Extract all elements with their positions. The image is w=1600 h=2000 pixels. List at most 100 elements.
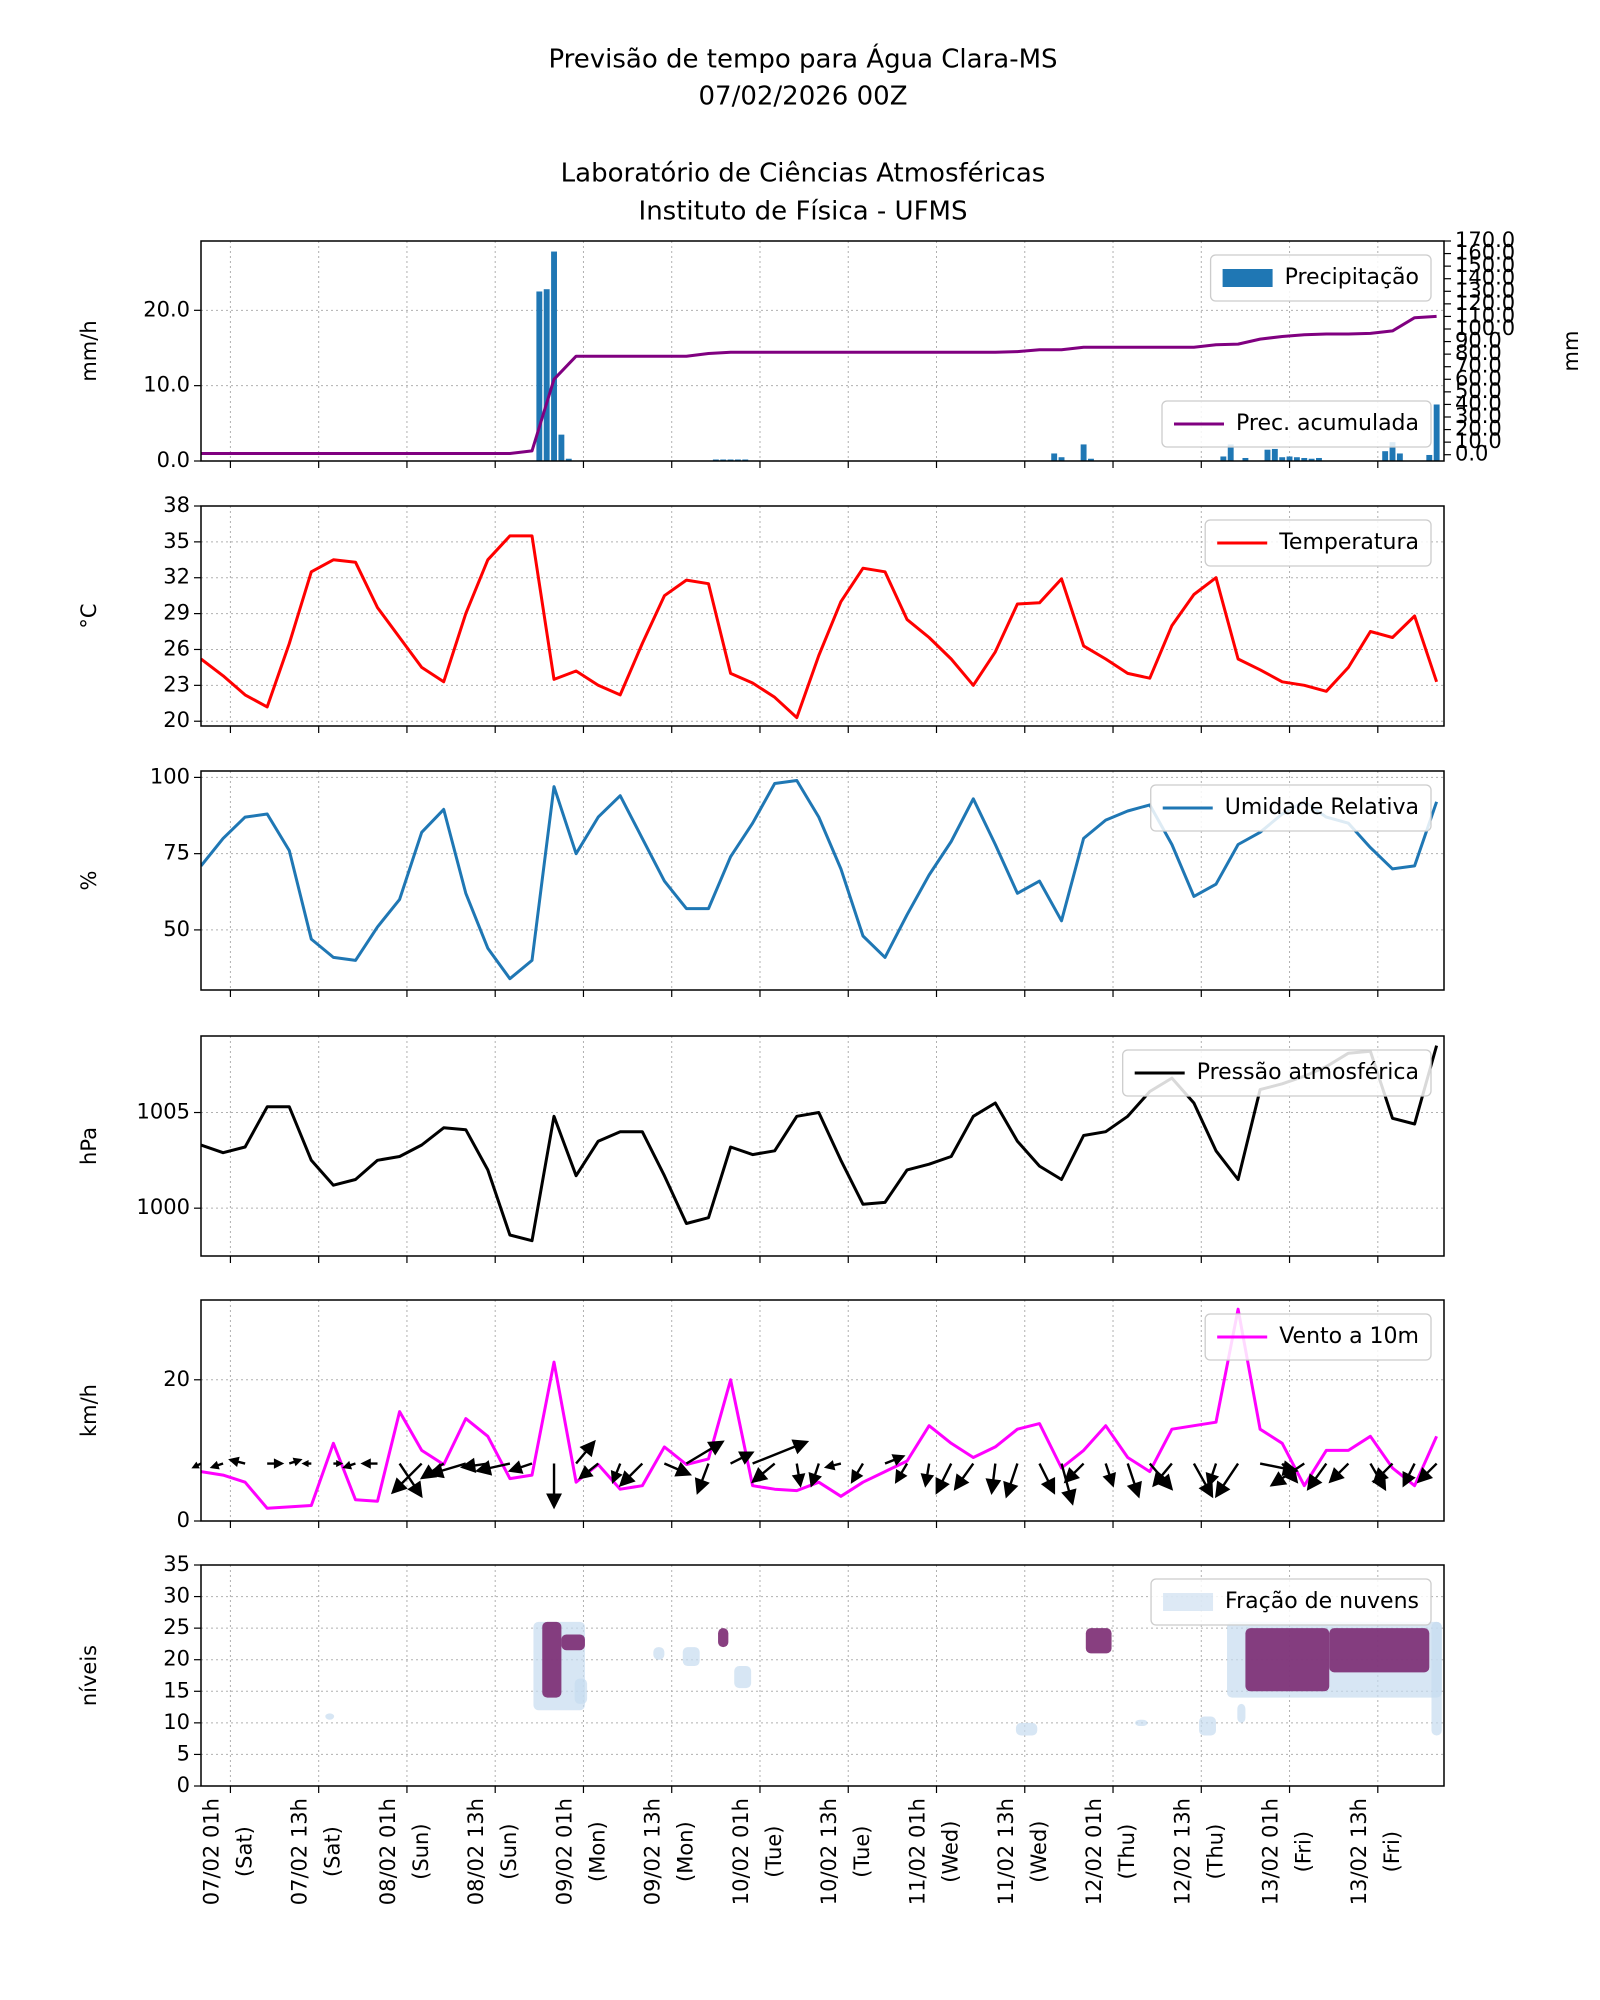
y2-axis-label: mm bbox=[1559, 331, 1583, 372]
bar bbox=[1242, 457, 1249, 461]
wind-arrow bbox=[730, 1451, 755, 1465]
bar bbox=[1308, 458, 1315, 461]
cloud-patch bbox=[1245, 1628, 1330, 1692]
cloud-patch bbox=[1237, 1703, 1246, 1723]
bar bbox=[1227, 444, 1234, 461]
wind-arrow bbox=[1416, 1462, 1438, 1484]
y2-tick-label: 20.0 bbox=[1455, 417, 1502, 441]
y2-tick-label: 130.0 bbox=[1455, 278, 1515, 302]
legend-label: Vento a 10m bbox=[1279, 1324, 1419, 1349]
axes-frame bbox=[200, 1299, 1445, 1522]
y-tick-label: 0 bbox=[177, 1508, 190, 1532]
y-tick-label: 38 bbox=[163, 493, 190, 517]
wind-arrow bbox=[1063, 1462, 1085, 1484]
bar bbox=[1264, 449, 1271, 461]
cloud-patch bbox=[653, 1647, 665, 1660]
title: Laboratório de Ciências Atmosféricas bbox=[561, 159, 1046, 189]
bar bbox=[1389, 442, 1396, 461]
axes-frame bbox=[200, 1564, 1445, 1787]
bar bbox=[720, 459, 727, 461]
wind-arrow bbox=[398, 1462, 423, 1499]
wind-arrow bbox=[1126, 1463, 1142, 1499]
y-tick-label: 32 bbox=[163, 565, 190, 589]
x-tick-label: (Mon) bbox=[674, 1821, 698, 1882]
y2-tick-label: 70.0 bbox=[1455, 354, 1502, 378]
cloud-patch bbox=[574, 1678, 588, 1704]
x-tick-label: 13/02 13h bbox=[1347, 1798, 1371, 1905]
wind-arrow bbox=[1102, 1463, 1116, 1488]
wind-arrow bbox=[850, 1462, 864, 1484]
x-tick-label: 09/02 01h bbox=[552, 1798, 576, 1905]
data-line bbox=[201, 1045, 1439, 1243]
wind-arrow bbox=[228, 1456, 246, 1467]
bar bbox=[1316, 457, 1322, 461]
legend: Umidade Relativa bbox=[1150, 784, 1432, 832]
x-tick-label: 12/02 01h bbox=[1082, 1798, 1106, 1905]
x-tick-label: (Tue) bbox=[762, 1825, 786, 1877]
axes-frame bbox=[200, 770, 1445, 991]
y2-tick-label: 160.0 bbox=[1455, 241, 1515, 265]
legend: Prec. acumulada bbox=[1161, 400, 1432, 448]
legend: Precipitação bbox=[1209, 254, 1432, 302]
data-line bbox=[201, 314, 1437, 455]
legend-label: Precipitação bbox=[1285, 265, 1419, 290]
wind-arrow bbox=[1214, 1462, 1240, 1499]
y-tick-label: 23 bbox=[163, 672, 190, 696]
title: Previsão de tempo para Água Clara-MS bbox=[548, 43, 1057, 75]
legend-box bbox=[1122, 1049, 1432, 1097]
x-tick-label: (Fri) bbox=[1380, 1831, 1404, 1872]
y2-tick-label: 90.0 bbox=[1455, 329, 1502, 353]
bar bbox=[536, 291, 543, 461]
y2-tick-label: 170.0 bbox=[1455, 228, 1515, 252]
x-tick-label: 11/02 01h bbox=[906, 1798, 930, 1905]
y-tick-label: 75 bbox=[163, 841, 190, 865]
cloud-patch bbox=[1085, 1628, 1112, 1654]
x-tick-label: (Sun) bbox=[497, 1823, 521, 1879]
wind-arrow bbox=[1269, 1462, 1305, 1487]
y-tick-label: 20 bbox=[163, 708, 190, 732]
wind-arrow bbox=[894, 1462, 909, 1484]
y2-tick-label: 100.0 bbox=[1455, 316, 1515, 340]
x-tick-label: (Wed) bbox=[939, 1821, 963, 1883]
x-tick-label: 13/02 01h bbox=[1259, 1798, 1283, 1905]
legend-handle bbox=[1222, 269, 1273, 287]
x-tick-label: (Sun) bbox=[409, 1823, 433, 1879]
legend-box bbox=[1204, 519, 1432, 567]
y2-tick-label: 0.0 bbox=[1455, 442, 1488, 466]
bar bbox=[1396, 453, 1403, 461]
wind-arrow bbox=[301, 1459, 312, 1468]
x-tick-label: 08/02 01h bbox=[376, 1798, 400, 1905]
bar bbox=[1080, 444, 1087, 461]
wind-arrow bbox=[1205, 1463, 1220, 1488]
legend: Fração de nuvens bbox=[1150, 1578, 1432, 1626]
title: Instituto de Física - UFMS bbox=[639, 197, 968, 227]
cloud-patch bbox=[734, 1666, 752, 1689]
wind-arrow bbox=[791, 1463, 806, 1488]
y-tick-label: 1000 bbox=[137, 1195, 190, 1219]
wind-arrow bbox=[333, 1459, 344, 1468]
y-tick-label: 35 bbox=[163, 1552, 190, 1576]
y2-tick-label: 150.0 bbox=[1455, 253, 1515, 277]
wind-arrow bbox=[575, 1439, 596, 1465]
y-tick-label: 20.0 bbox=[143, 297, 190, 321]
cloud-patch bbox=[1431, 1621, 1442, 1736]
wind-arrow bbox=[288, 1457, 303, 1467]
bar bbox=[1051, 453, 1058, 461]
legend-box bbox=[1209, 254, 1432, 302]
title: 07/02/2026 00Z bbox=[698, 82, 907, 112]
wind-arrow bbox=[884, 1454, 906, 1466]
wind-arrow bbox=[1060, 1463, 1077, 1506]
bar bbox=[1088, 458, 1094, 461]
x-tick-label: (Thu) bbox=[1203, 1824, 1227, 1880]
cloud-patch bbox=[1199, 1716, 1216, 1736]
wind-arrow bbox=[920, 1463, 935, 1488]
legend-box bbox=[1161, 400, 1432, 448]
bar bbox=[1220, 456, 1227, 461]
wind-arrow bbox=[694, 1463, 710, 1495]
x-tick-label: 10/02 01h bbox=[729, 1798, 753, 1905]
wind-arrow bbox=[360, 1458, 378, 1469]
axes-frame bbox=[200, 240, 1445, 462]
bar bbox=[558, 434, 565, 461]
wind-arrow bbox=[507, 1460, 533, 1474]
cloud-patch bbox=[325, 1713, 335, 1720]
